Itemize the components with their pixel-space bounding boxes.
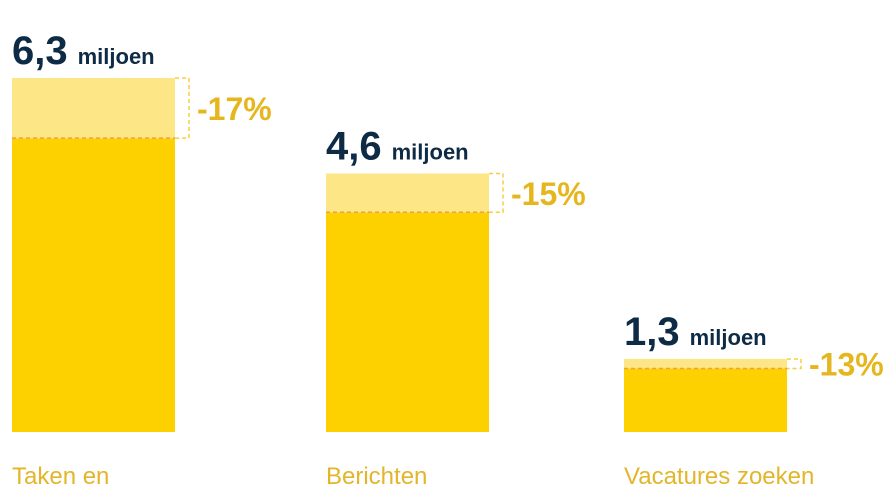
- value-unit: miljoen: [78, 44, 155, 69]
- bar: [624, 368, 787, 432]
- value-label: 4,6 miljoen: [326, 125, 469, 169]
- bar-reduction: [326, 173, 489, 213]
- value-number: 1,3: [624, 310, 680, 354]
- bar: [326, 212, 489, 432]
- value-unit: miljoen: [690, 325, 767, 350]
- reduction-bracket: [489, 172, 504, 214]
- reduction-bracket: [175, 77, 190, 139]
- change-label: -15%: [511, 176, 586, 212]
- change-label: -17%: [197, 91, 272, 127]
- value-number: 6,3: [12, 29, 68, 73]
- bar-reduction: [624, 358, 787, 369]
- x-tick-label: Vacatures zoeken: [624, 463, 814, 490]
- bar: [12, 138, 175, 432]
- bar-reduction: [12, 78, 175, 139]
- x-tick-label: Berichten: [326, 463, 427, 490]
- value-number: 4,6: [326, 125, 382, 169]
- reduction-bracket: [787, 358, 802, 370]
- value-label: 6,3 miljoen: [12, 29, 155, 73]
- change-label: -13%: [809, 347, 884, 383]
- value-unit: miljoen: [392, 140, 469, 165]
- x-tick-label: Taken en: [12, 463, 109, 490]
- value-label: 1,3 miljoen: [624, 310, 767, 354]
